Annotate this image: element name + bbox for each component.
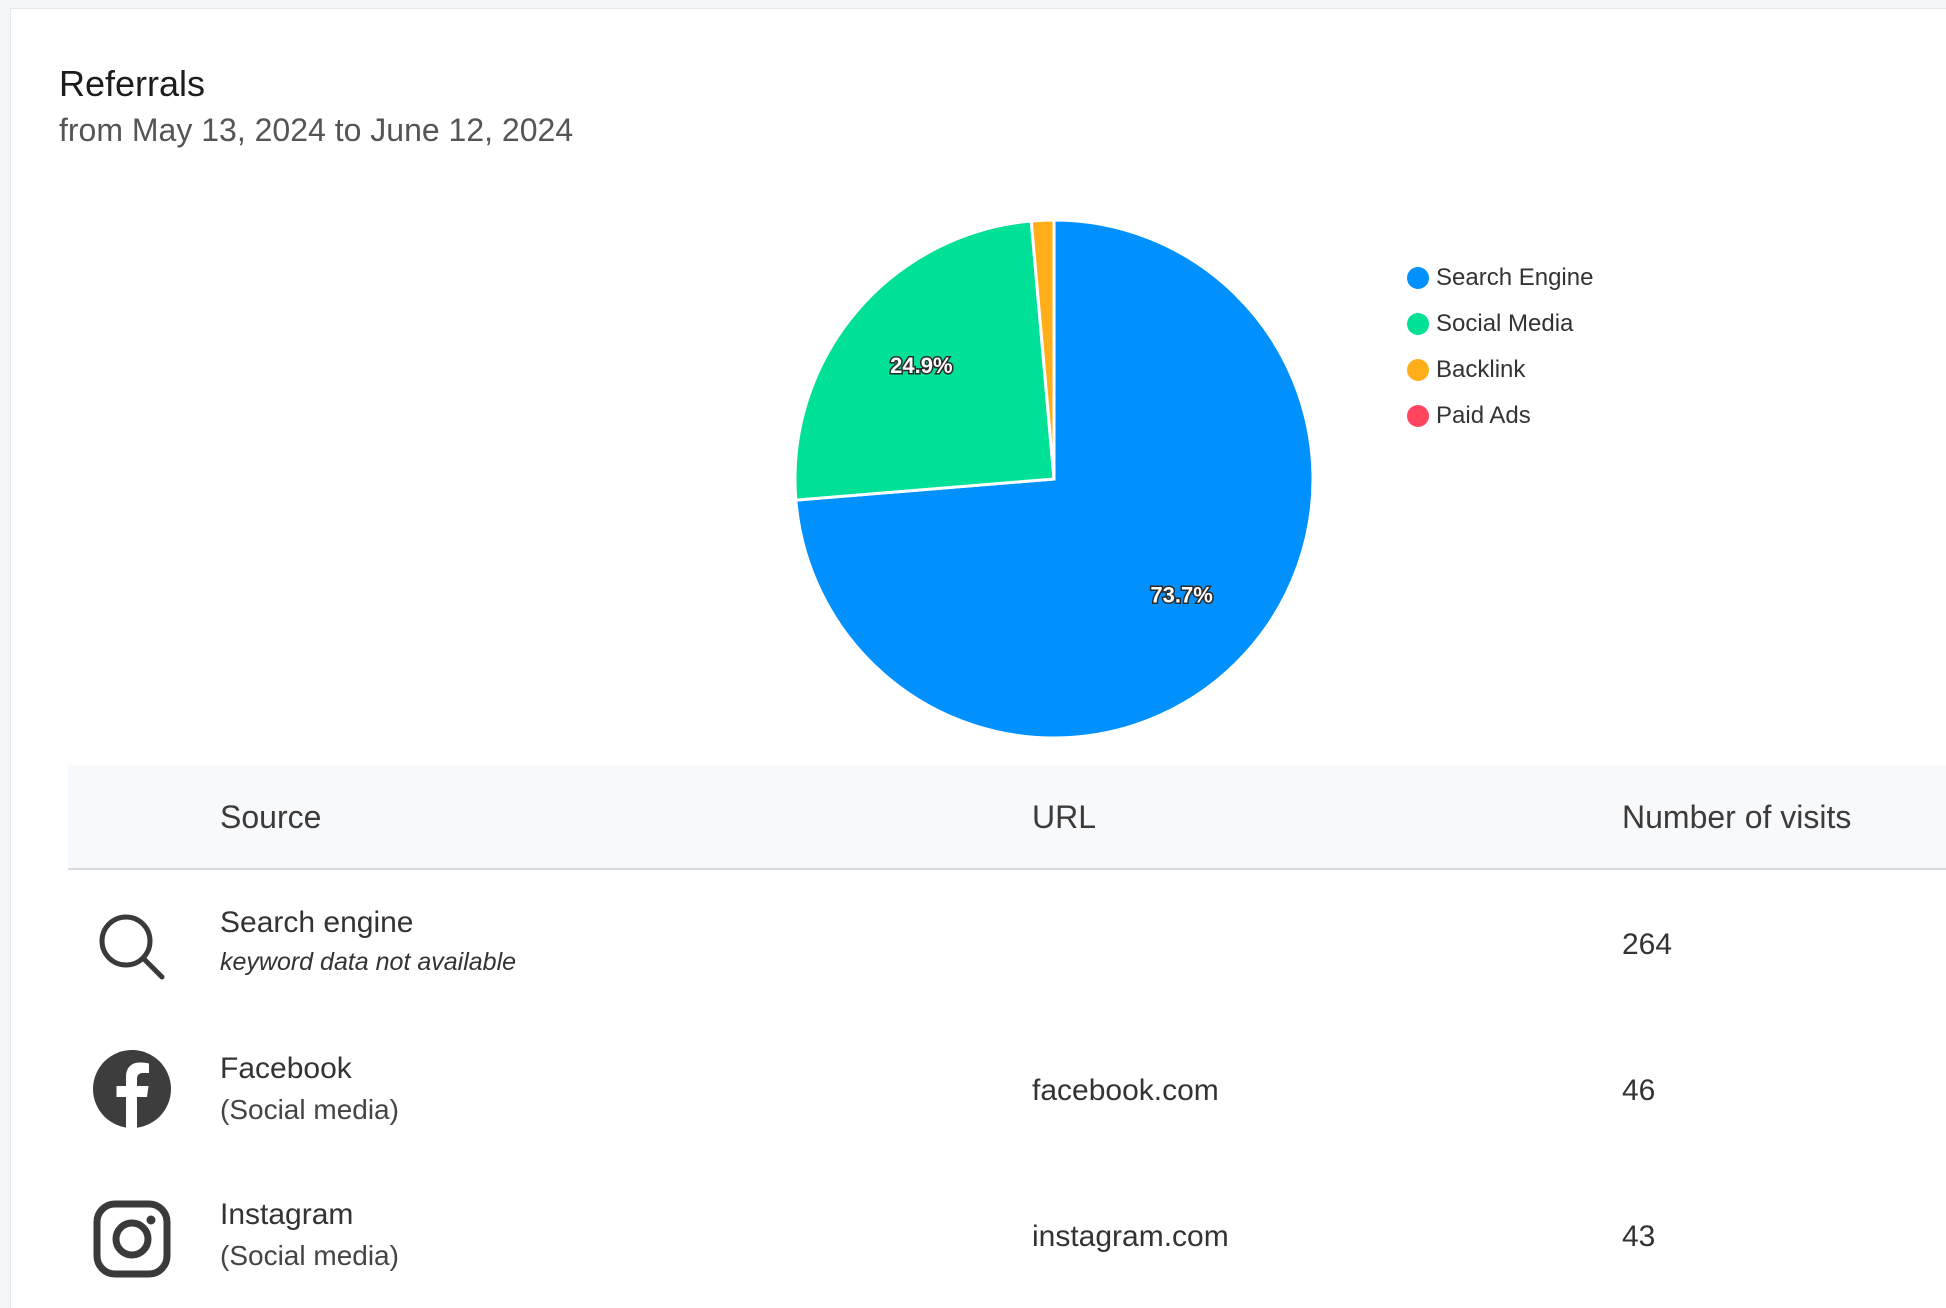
source-name: Instagram [220, 1198, 354, 1231]
source-category: (Social media) [220, 1240, 399, 1271]
column-header-source[interactable]: Source [220, 799, 322, 835]
pie-label-search-engine: 73.7% [1150, 582, 1212, 607]
source-note: keyword data not available [220, 948, 517, 976]
search-icon [92, 907, 172, 987]
column-header-url[interactable]: URL [1032, 799, 1097, 835]
facebook-icon [92, 1049, 172, 1129]
legend-dot-backlink [1407, 359, 1429, 381]
instagram-icon [92, 1199, 172, 1279]
legend-item-paid-ads[interactable]: Paid Ads [1407, 393, 1593, 439]
page-title: Referrals [59, 63, 206, 104]
referrals-table: Source URL Number of visits Search engin… [68, 765, 1946, 1308]
source-name: Search engine [220, 906, 414, 939]
referrals-pie-chart: 73.7% 24.9% [793, 218, 1315, 740]
legend-label: Search Engine [1436, 264, 1594, 291]
legend-label: Paid Ads [1436, 402, 1531, 429]
legend-item-backlink[interactable]: Backlink [1407, 347, 1593, 393]
pie-slice-backlink[interactable] [1029, 218, 1056, 480]
legend-item-social-media[interactable]: Social Media [1407, 301, 1593, 347]
table-row: Facebook (Social media) facebook.com 46 [68, 1016, 1946, 1162]
visit-count: 46 [1622, 1074, 1656, 1107]
source-category: (Social media) [220, 1094, 399, 1125]
legend-item-search-engine[interactable]: Search Engine [1407, 255, 1593, 301]
visit-count: 264 [1622, 928, 1673, 961]
pie-slice-social-media[interactable] [793, 219, 1056, 502]
chart-legend: Search Engine Social Media Backlink Paid… [1407, 255, 1593, 439]
referrals-card: Referrals from May 13, 2024 to June 12, … [10, 8, 1946, 1308]
column-header-visits[interactable]: Number of visits [1622, 799, 1852, 835]
visit-count: 43 [1622, 1220, 1656, 1253]
legend-dot-social-media [1407, 313, 1429, 335]
legend-label: Backlink [1436, 356, 1526, 383]
source-name: Facebook [220, 1052, 352, 1085]
source-url[interactable]: facebook.com [1032, 1074, 1219, 1107]
legend-dot-paid-ads [1407, 405, 1429, 427]
legend-dot-search-engine [1407, 267, 1429, 289]
table-row: Instagram (Social media) instagram.com 4… [68, 1162, 1946, 1308]
legend-label: Social Media [1436, 310, 1574, 337]
source-url[interactable]: instagram.com [1032, 1220, 1229, 1253]
date-range: from May 13, 2024 to June 12, 2024 [59, 112, 574, 148]
pie-label-social-media: 24.9% [890, 353, 952, 378]
table-header: Source URL Number of visits [68, 765, 1946, 870]
table-row: Search engine keyword data not available… [68, 870, 1946, 1016]
